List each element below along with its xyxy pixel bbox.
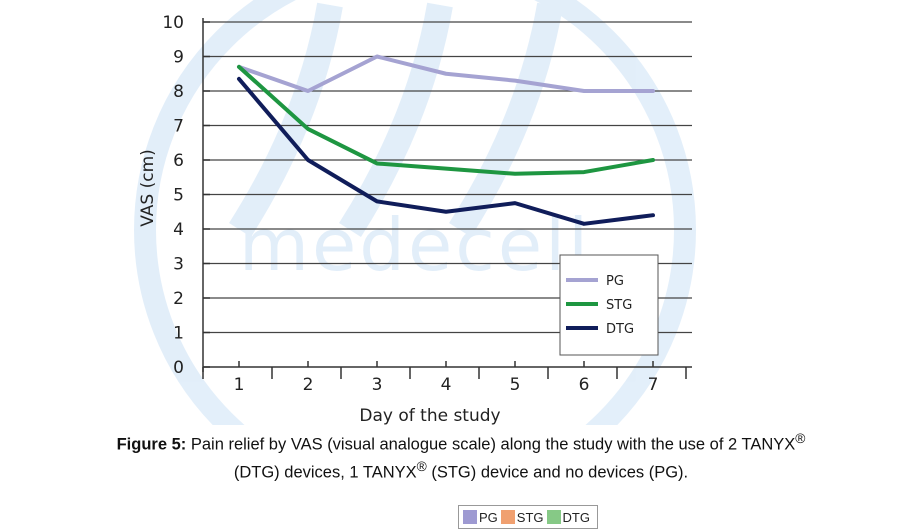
caption-label: Figure 5:	[116, 435, 187, 454]
caption-text-2a: (DTG) devices, 1 TANYX	[233, 463, 417, 481]
x-tick-labels: 1 2 3 4 5 6 7	[234, 375, 659, 395]
x-tick-label-7: 7	[648, 375, 659, 395]
legend-label-pg: PG	[606, 274, 624, 289]
bottom-legend-swatch-stg	[500, 510, 515, 524]
y-tick-label-0: 0	[173, 358, 184, 378]
y-axis-title: VAS (cm)	[138, 149, 158, 227]
y-tick-label-10: 10	[162, 13, 184, 33]
caption-line-2: (DTG) devices, 1 TANYX® (STG) device and…	[0, 456, 922, 484]
bottom-legend-swatch-dtg	[546, 510, 561, 524]
x-tick-label-2: 2	[303, 375, 314, 395]
legend-label-stg: STG	[606, 298, 632, 313]
bottom-legend-swatch-pg	[463, 510, 477, 524]
series-line-stg	[237, 64, 655, 176]
watermark-text: medecell	[239, 203, 591, 287]
y-tick-label-3: 3	[173, 255, 184, 275]
y-tick-label-1: 1	[173, 324, 184, 344]
series-lines	[237, 54, 655, 226]
caption-text-1: Pain relief by VAS (visual analogue scal…	[186, 435, 796, 454]
bottom-legend-item-pg: PG	[463, 510, 498, 525]
x-tick-label-4: 4	[441, 375, 452, 395]
caption-text-2b: (STG) device and no devices (PG).	[426, 463, 689, 481]
y-tick-label-6: 6	[173, 151, 184, 171]
series-line-dtg	[237, 76, 655, 226]
x-tick-label-1: 1	[234, 375, 245, 395]
y-tick-labels: 0 1 2 3 4 5 6 7 8 9 10	[162, 13, 184, 378]
figure-caption: Figure 5: Pain relief by VAS (visual ana…	[0, 428, 922, 483]
caption-reg-1: ®	[795, 431, 806, 446]
bottom-legend-label-stg: STG	[516, 509, 544, 525]
bottom-legend: PG STG DTG	[458, 505, 598, 529]
bottom-legend-label-pg: PG	[479, 509, 498, 525]
legend-label-dtg: DTG	[606, 322, 634, 337]
caption-reg-2: ®	[416, 458, 427, 474]
x-axis-title: Day of the study	[359, 406, 500, 425]
y-tick-label-5: 5	[173, 186, 184, 206]
y-tick-label-8: 8	[173, 82, 184, 102]
y-tick-label-2: 2	[173, 289, 184, 309]
x-tick-label-6: 6	[579, 375, 590, 395]
y-tick-label-9: 9	[173, 48, 184, 68]
vas-line-chart: medecell 0 1 2 3 4 5 6 7 8 9 10 1 2 3 4 5 6 7 VAS (cm) D…	[134, 0, 696, 425]
watermark: medecell	[134, 0, 696, 425]
y-tick-label-4: 4	[173, 220, 184, 240]
bottom-legend-item-stg: STG	[500, 509, 544, 525]
x-tick-label-5: 5	[510, 375, 521, 395]
axes	[202, 18, 692, 379]
legend: PG STG DTG	[559, 254, 659, 356]
bottom-legend-item-dtg: DTG	[546, 509, 590, 525]
x-tick-label-3: 3	[372, 375, 383, 395]
y-tick-label-7: 7	[173, 117, 184, 137]
series-line-pg	[237, 54, 655, 93]
caption-line-1: Figure 5: Pain relief by VAS (visual ana…	[0, 428, 922, 456]
bottom-legend-label-dtg: DTG	[562, 509, 590, 525]
